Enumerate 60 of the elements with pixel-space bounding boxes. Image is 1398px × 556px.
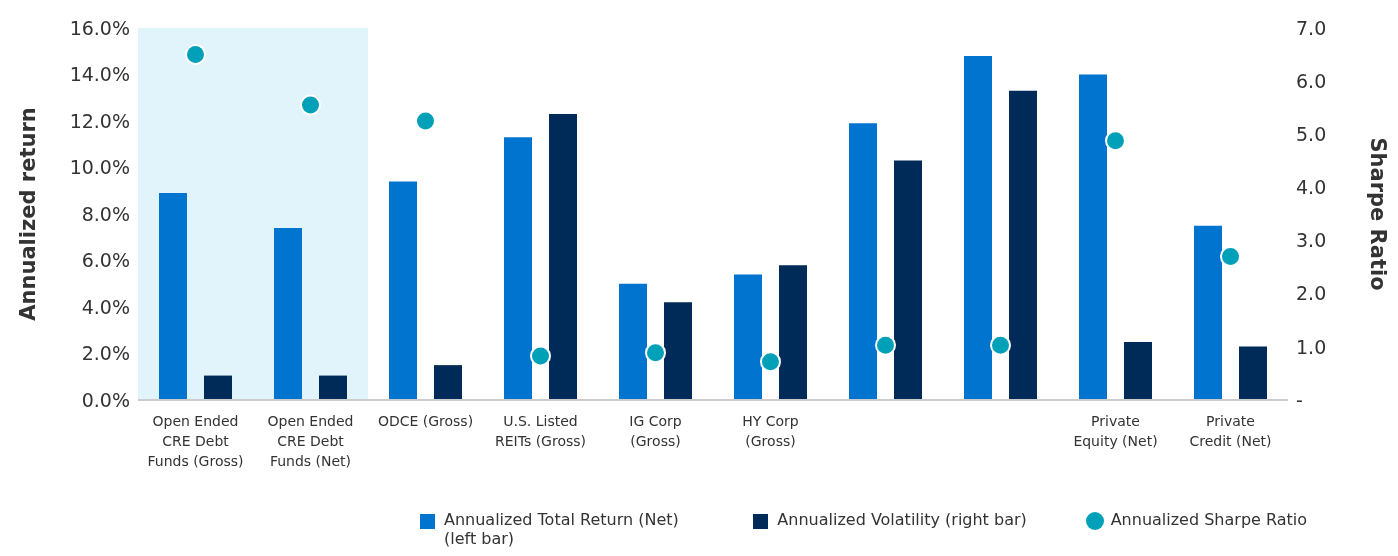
y-tick-label: 2.0% xyxy=(81,342,130,365)
y-tick-label: 6.0% xyxy=(81,249,130,272)
x-tick-label: ODCE (Gross) xyxy=(377,413,474,429)
y-tick-label: 0.0% xyxy=(81,388,130,411)
y2-tick-label: 4.0 xyxy=(1296,176,1327,199)
point xyxy=(1105,130,1126,152)
bar xyxy=(1079,74,1107,400)
bar xyxy=(1009,90,1037,400)
bar xyxy=(549,114,577,400)
bar xyxy=(1124,341,1152,400)
point xyxy=(415,110,436,132)
point xyxy=(1220,246,1241,268)
bar xyxy=(894,160,922,400)
x-tick-label: HY Corp (Gross) xyxy=(742,413,799,449)
bar xyxy=(504,137,532,400)
y2-tick-label: - xyxy=(1296,388,1303,411)
x-tick-label: Open Ended CRE Debt Funds (Net) xyxy=(267,413,354,469)
y-tick-label: 8.0% xyxy=(81,202,130,225)
x-tick-label: IG Corp (Gross) xyxy=(629,413,682,449)
point xyxy=(760,351,781,373)
y2-tick-label: 1.0 xyxy=(1296,335,1327,358)
y2-tick-label: 6.0 xyxy=(1296,69,1327,92)
y-tick-label: 16.0% xyxy=(69,16,130,39)
bar xyxy=(1239,346,1267,400)
x-tick-label: Private Equity (Net) xyxy=(1073,413,1158,449)
y2-tick-label: 2.0 xyxy=(1296,282,1327,305)
bar xyxy=(849,123,877,400)
y-tick-label: 12.0% xyxy=(69,109,130,132)
bar xyxy=(1194,225,1222,400)
bar xyxy=(319,375,347,400)
bar xyxy=(619,283,647,400)
point xyxy=(185,44,206,66)
bar xyxy=(434,365,462,400)
bar xyxy=(664,302,692,400)
y-tick-label: 14.0% xyxy=(69,63,130,86)
y2-tick-label: 5.0 xyxy=(1296,123,1327,146)
x-tick-label: Private Credit (Net) xyxy=(1189,413,1272,449)
point xyxy=(530,345,551,367)
bar xyxy=(274,227,302,400)
y2-tick-label: 7.0 xyxy=(1296,16,1327,39)
bar xyxy=(964,55,992,400)
bar xyxy=(734,274,762,400)
x-tick-label: Open Ended CRE Debt Funds (Gross) xyxy=(147,413,244,469)
y2-tick-label: 3.0 xyxy=(1296,229,1327,252)
bar xyxy=(779,265,807,400)
y-tick-label: 10.0% xyxy=(69,156,130,179)
y2-axis-title: Sharpe Ratio xyxy=(1365,137,1390,291)
point xyxy=(645,342,666,364)
y-axis-title: Annualized return xyxy=(16,107,41,321)
legend-label: Annualized Total Return (Net) (left bar) xyxy=(444,510,680,548)
x-tick-label: U.S. Listed REITs (Gross) xyxy=(494,413,587,449)
legend-label: Annualized Sharpe Ratio xyxy=(1110,510,1309,529)
legend-label: Annualized Volatility (right bar) xyxy=(777,510,1028,529)
bar xyxy=(159,193,187,400)
bar xyxy=(389,181,417,400)
point xyxy=(300,94,321,116)
point xyxy=(875,334,896,356)
bar xyxy=(204,375,232,400)
point xyxy=(990,334,1011,356)
y-tick-label: 4.0% xyxy=(81,295,130,318)
